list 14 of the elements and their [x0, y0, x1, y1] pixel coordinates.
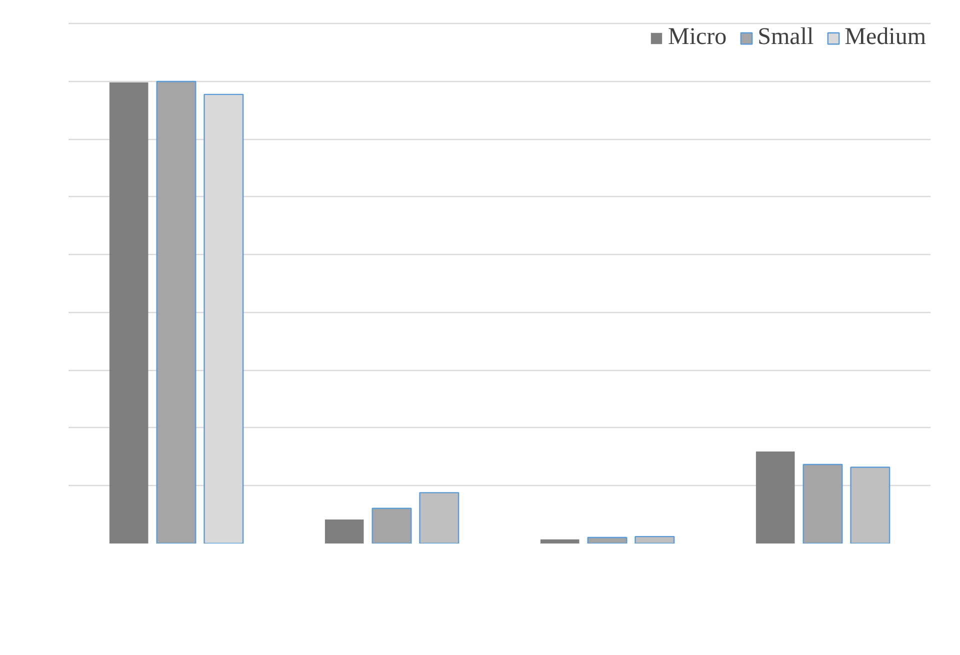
bar — [156, 80, 196, 544]
bar — [372, 508, 412, 544]
bar — [109, 82, 148, 544]
bar — [324, 519, 364, 544]
bar — [634, 536, 675, 544]
bar — [587, 536, 628, 544]
bar — [756, 452, 795, 544]
legend-label: Small — [758, 24, 814, 51]
bar — [802, 464, 843, 544]
bar — [419, 492, 460, 544]
legend-label: Micro — [668, 24, 727, 51]
bar — [850, 466, 890, 544]
legend-label: Medium — [844, 24, 926, 51]
bar — [540, 539, 580, 544]
